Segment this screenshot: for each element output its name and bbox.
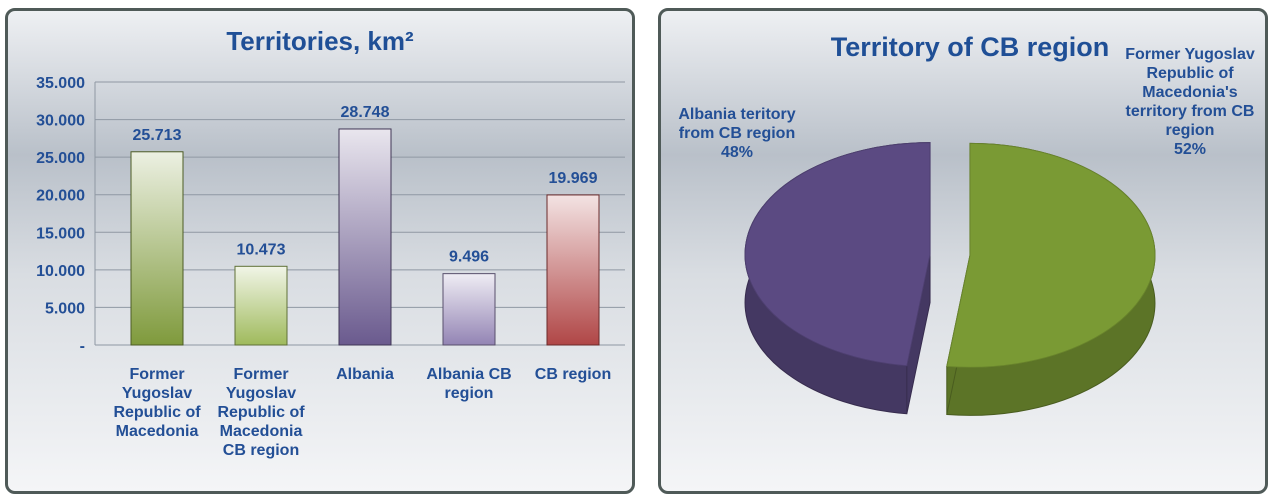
slice-label: Albania teritory from CB region (678, 106, 796, 142)
x-tick-label: CB region (534, 366, 612, 383)
chart-title: Territory of CB region (830, 32, 1110, 62)
value-label: 28.748 (341, 104, 390, 121)
y-tick-label: 15.000 (36, 225, 85, 242)
value-label: 9.496 (449, 249, 489, 266)
y-tick-label: 25.000 (36, 150, 85, 167)
slice-label-group: Former Yugoslav Republic of Macedonia's … (1125, 45, 1255, 159)
bar-panel (5, 8, 635, 494)
y-tick-label: 30.000 (36, 113, 85, 130)
bar (234, 265, 288, 346)
pie-slice (946, 142, 1156, 368)
y-tick-label: 35.000 (36, 75, 85, 92)
x-tick-label: Former Yugoslav Republic of Macedonia CB… (217, 366, 305, 459)
pie-slice (744, 142, 931, 367)
value-label: 52% (1173, 141, 1207, 158)
bar (546, 194, 600, 346)
value-label: 25.713 (133, 127, 182, 144)
y-tick-label: 20.000 (36, 188, 85, 205)
value-label: 19.969 (549, 170, 598, 187)
value-label: 10.473 (237, 241, 286, 258)
bar (130, 151, 184, 346)
y-tick-label: 5.000 (45, 300, 85, 317)
chart-title: Territories, km² (226, 26, 414, 56)
value-label: 48% (720, 144, 754, 161)
y-tick-label: - (80, 338, 85, 355)
x-tick-label: Albania CB region (426, 366, 512, 402)
x-tick-label: Albania (336, 366, 394, 383)
y-tick-label: 10.000 (36, 263, 85, 280)
x-tick-label: Former Yugoslav Republic of Macedonia (113, 366, 201, 440)
bar (442, 273, 496, 346)
bar (338, 128, 392, 346)
slice-label-group: Albania teritory from CB region 48% (672, 105, 802, 162)
slice-label: Former Yugoslav Republic of Macedonia's … (1125, 46, 1255, 139)
